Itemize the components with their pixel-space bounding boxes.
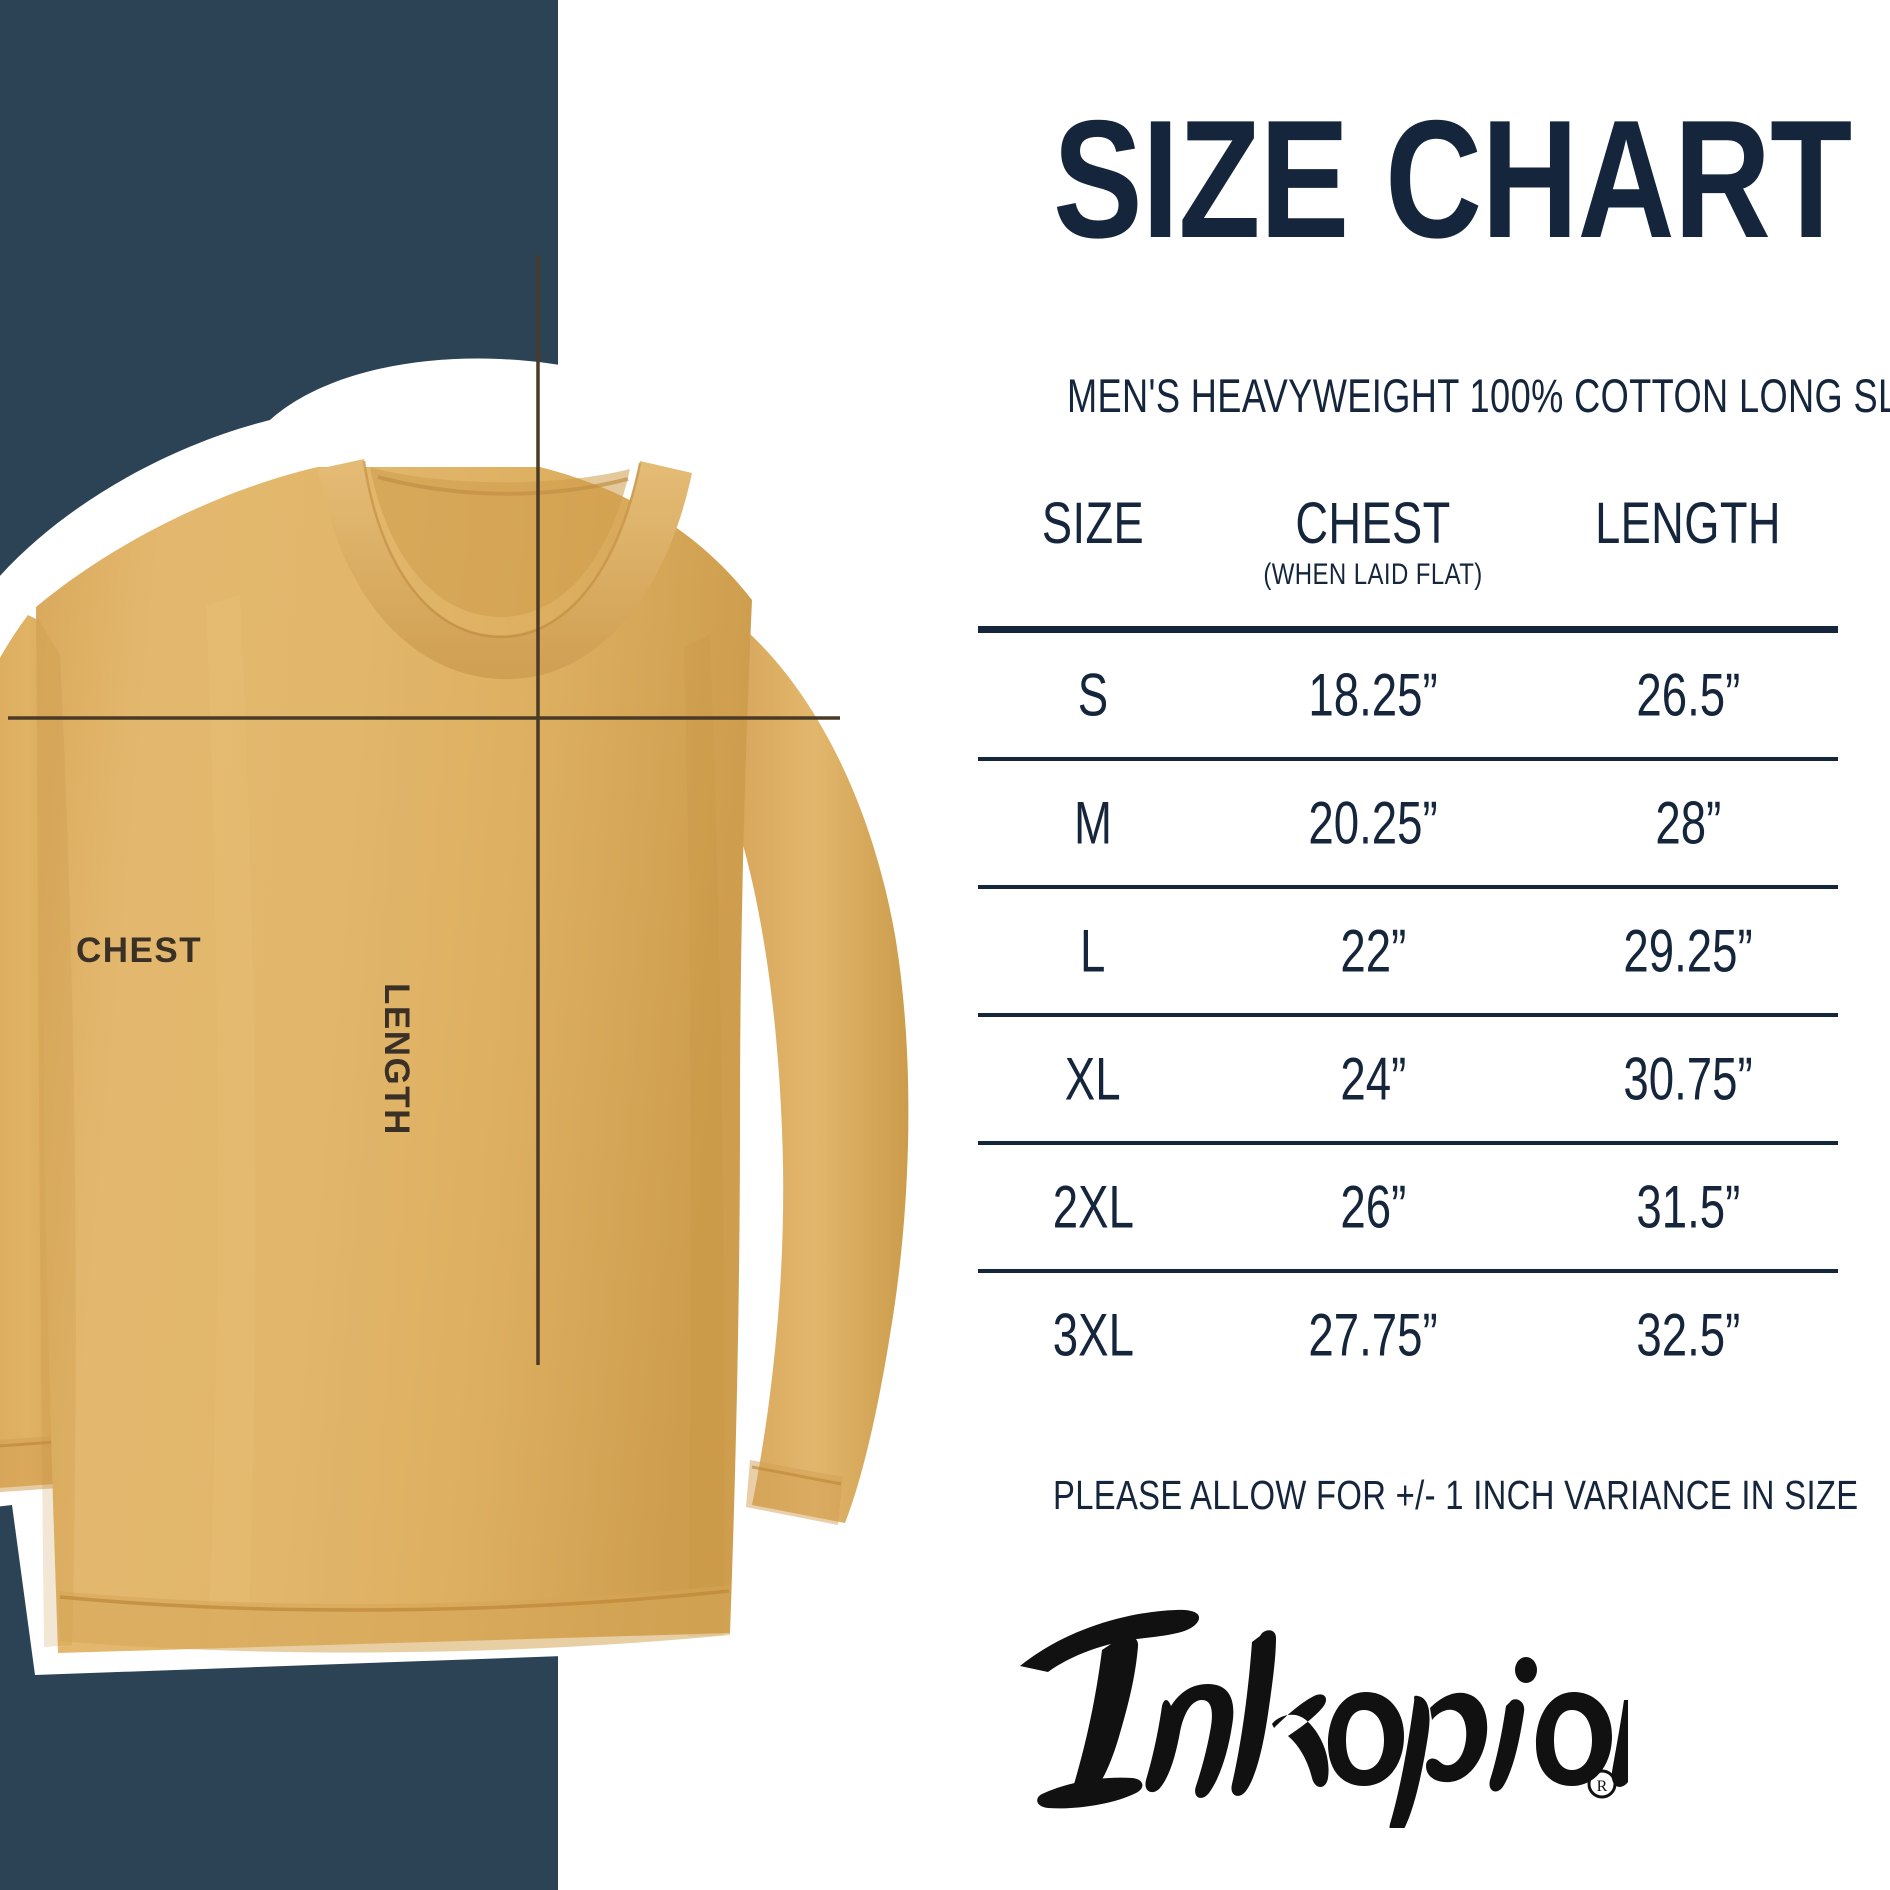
cell-size-text: 3XL [1052, 1301, 1134, 1369]
column-header-length: LENGTH [1595, 491, 1781, 556]
cell-chest: 20.25” [1208, 789, 1538, 858]
length-measure-label: LENGTH [377, 983, 416, 1136]
shirt-body [36, 467, 752, 1653]
size-table: SIZE CHEST (WHEN LAID FLAT) LENGTH S 18.… [978, 490, 1838, 1369]
cell-length-text: 28” [1655, 789, 1721, 857]
shirt-right-sleeve [720, 625, 909, 1525]
column-header-chest: CHEST [1295, 491, 1451, 556]
cell-size-text: M [1073, 789, 1112, 857]
table-header-row: SIZE CHEST (WHEN LAID FLAT) LENGTH [978, 490, 1838, 633]
table-row: L 22” 29.25” [978, 885, 1838, 1013]
cell-chest-text: 27.75” [1308, 1301, 1438, 1369]
cell-length-text: 30.75” [1623, 1045, 1753, 1113]
cell-length: 30.75” [1538, 1045, 1838, 1114]
cell-length: 32.5” [1538, 1301, 1838, 1370]
cell-length: 28” [1538, 789, 1838, 858]
table-body: S 18.25” 26.5” M 20.25” 28” L 22” 29.25”… [978, 633, 1838, 1397]
cell-chest: 18.25” [1208, 661, 1538, 730]
cell-size-text: S [1077, 661, 1109, 729]
cell-length: 29.25” [1538, 917, 1838, 986]
brand-logo-svg: R [1020, 1609, 1628, 1828]
cell-length: 31.5” [1538, 1173, 1838, 1242]
cell-chest-text: 26” [1340, 1173, 1406, 1241]
table-row: 2XL 26” 31.5” [978, 1141, 1838, 1269]
shirt-illustration: CHEST LENGTH [0, 255, 920, 1685]
inkopious-wordmark [1020, 1609, 1612, 1828]
cell-size: 2XL [978, 1173, 1208, 1242]
chart-content-column: SIZE CHART MEN'S HEAVYWEIGHT 100% COTTON… [960, 0, 1890, 1890]
cell-length-text: 26.5” [1636, 661, 1740, 729]
cell-length: 26.5” [1538, 661, 1838, 730]
shirt-collar [318, 459, 692, 680]
cell-size-text: 2XL [1052, 1173, 1134, 1241]
cell-size: XL [978, 1045, 1208, 1114]
table-row: XL 24” 30.75” [978, 1013, 1838, 1141]
table-header-rule [978, 626, 1838, 633]
cell-size: 3XL [978, 1301, 1208, 1370]
cell-size: S [978, 661, 1208, 730]
cell-length-text: 32.5” [1636, 1301, 1740, 1369]
measurement-lines [8, 255, 840, 1365]
cell-chest-text: 20.25” [1308, 789, 1438, 857]
page-title: SIZE CHART [1053, 85, 1852, 273]
table-row: M 20.25” 28” [978, 757, 1838, 885]
cell-size-text: XL [1065, 1045, 1121, 1113]
variance-note: PLEASE ALLOW FOR +/- 1 INCH VARIANCE IN … [1053, 1472, 1859, 1518]
page-subtitle: MEN'S HEAVYWEIGHT 100% COTTON LONG SLEEV… [1066, 369, 1890, 422]
column-header-chest-sublabel: (WHEN LAID FLAT) [1263, 558, 1483, 591]
table-row: S 18.25” 26.5” [978, 633, 1838, 757]
cell-chest-text: 24” [1340, 1045, 1406, 1113]
cell-length-text: 31.5” [1636, 1173, 1740, 1241]
cell-size: M [978, 789, 1208, 858]
table-row: 3XL 27.75” 32.5” [978, 1269, 1838, 1397]
cell-chest-text: 18.25” [1308, 661, 1438, 729]
chest-measure-label: CHEST [76, 931, 203, 970]
cell-chest-text: 22” [1340, 917, 1406, 985]
cell-chest: 26” [1208, 1173, 1538, 1242]
cell-length-text: 29.25” [1623, 917, 1753, 985]
column-header-size: SIZE [1041, 491, 1145, 556]
shirt-svg [0, 255, 920, 1675]
inkopious-wordmark-tail [1611, 1700, 1628, 1787]
svg-text:R: R [1597, 1778, 1608, 1795]
cell-size-text: L [1080, 917, 1106, 985]
cell-chest: 24” [1208, 1045, 1538, 1114]
cell-chest: 22” [1208, 917, 1538, 986]
brand-logo: R [990, 1588, 1630, 1828]
registered-trademark-icon: R [1587, 1769, 1617, 1799]
cell-size: L [978, 917, 1208, 986]
cell-chest: 27.75” [1208, 1301, 1538, 1370]
